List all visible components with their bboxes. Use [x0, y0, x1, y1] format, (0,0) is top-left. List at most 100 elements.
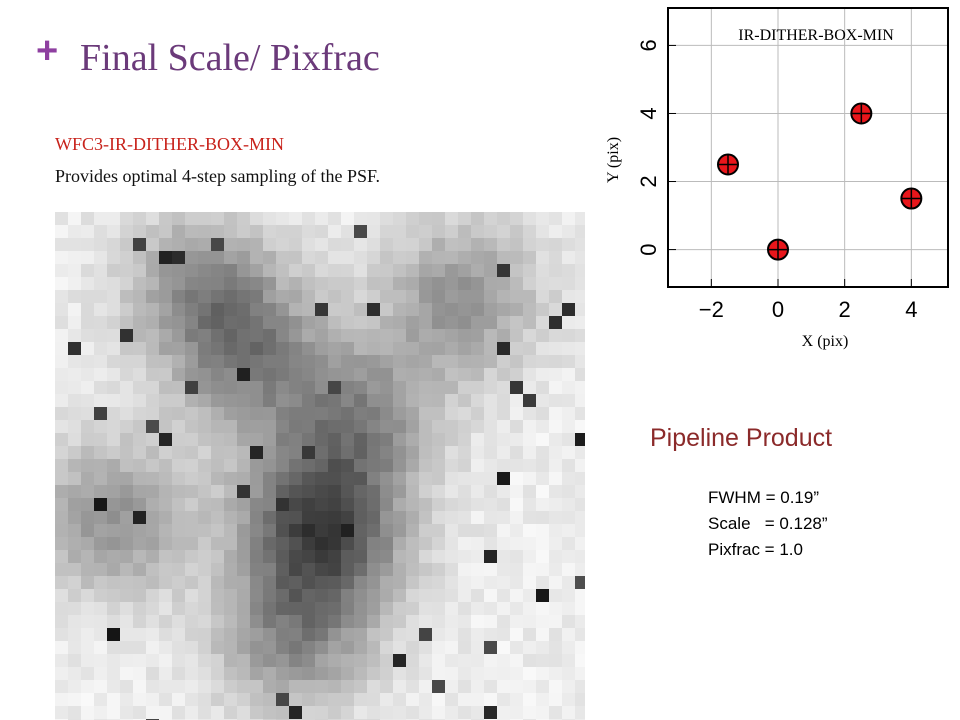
image-pixel [68, 459, 81, 472]
image-pixel [94, 576, 107, 589]
image-pixel [354, 602, 367, 615]
image-pixel [185, 433, 198, 446]
image-pixel [328, 485, 341, 498]
image-pixel [393, 303, 406, 316]
image-pixel [172, 615, 185, 628]
image-pixel [497, 628, 510, 641]
image-pixel [393, 563, 406, 576]
image-pixel [549, 420, 562, 433]
image-pixel [536, 368, 549, 381]
image-pixel [380, 355, 393, 368]
image-pixel [497, 563, 510, 576]
image-pixel [185, 225, 198, 238]
image-pixel [289, 303, 302, 316]
image-pixel [55, 602, 68, 615]
image-pixel [94, 303, 107, 316]
image-pixel [237, 238, 250, 251]
image-pixel [471, 511, 484, 524]
image-pixel [302, 212, 315, 225]
image-pixel [289, 576, 302, 589]
image-pixel [68, 576, 81, 589]
image-pixel [289, 420, 302, 433]
image-pixel [523, 498, 536, 511]
image-pixel [94, 355, 107, 368]
image-pixel [458, 342, 471, 355]
image-pixel [393, 472, 406, 485]
image-pixel [276, 329, 289, 342]
image-pixel [328, 446, 341, 459]
image-pixel [393, 485, 406, 498]
image-pixel [380, 602, 393, 615]
image-pixel [458, 420, 471, 433]
image-pixel [289, 433, 302, 446]
image-pixel [159, 654, 172, 667]
image-pixel [289, 329, 302, 342]
image-pixel [198, 264, 211, 277]
image-pixel [562, 342, 575, 355]
image-pixel [458, 290, 471, 303]
image-pixel [55, 420, 68, 433]
image-pixel [549, 641, 562, 654]
image-pixel [575, 290, 585, 303]
image-pixel [198, 212, 211, 225]
image-pixel [354, 563, 367, 576]
image-pixel [276, 550, 289, 563]
image-pixel [367, 654, 380, 667]
image-pixel [419, 641, 432, 654]
image-pixel [328, 524, 341, 537]
image-pixel [237, 667, 250, 680]
image-pixel [250, 537, 263, 550]
image-pixel [549, 303, 562, 316]
image-pixel [562, 563, 575, 576]
image-pixel [445, 264, 458, 277]
image-pixel [224, 329, 237, 342]
image-pixel [237, 368, 250, 381]
image-pixel [55, 290, 68, 303]
image-pixel [380, 381, 393, 394]
image-pixel [198, 576, 211, 589]
image-pixel [536, 537, 549, 550]
image-pixel [146, 303, 159, 316]
image-pixel [263, 381, 276, 394]
image-pixel [471, 680, 484, 693]
image-pixel [81, 394, 94, 407]
image-pixel [250, 407, 263, 420]
image-pixel [536, 589, 549, 602]
image-pixel [185, 615, 198, 628]
image-pixel [406, 550, 419, 563]
image-pixel [315, 693, 328, 706]
image-pixel [393, 667, 406, 680]
image-pixel [198, 472, 211, 485]
image-pixel [432, 446, 445, 459]
image-pixel [315, 576, 328, 589]
image-pixel [536, 394, 549, 407]
image-pixel [172, 459, 185, 472]
image-pixel [419, 706, 432, 719]
image-pixel [146, 511, 159, 524]
image-pixel [458, 433, 471, 446]
image-pixel [159, 394, 172, 407]
image-pixel [107, 615, 120, 628]
image-pixel [68, 225, 81, 238]
pipeline-line: Scale = 0.128” [708, 514, 828, 533]
image-pixel [302, 381, 315, 394]
image-pixel [367, 290, 380, 303]
image-pixel [406, 303, 419, 316]
image-pixel [497, 368, 510, 381]
image-pixel [419, 576, 432, 589]
image-pixel [198, 316, 211, 329]
image-pixel [575, 355, 585, 368]
image-pixel [185, 316, 198, 329]
image-pixel [549, 602, 562, 615]
image-pixel [406, 433, 419, 446]
image-pixel [523, 407, 536, 420]
image-pixel [445, 680, 458, 693]
image-pixel [458, 212, 471, 225]
image-pixel [575, 693, 585, 706]
image-pixel [497, 420, 510, 433]
image-pixel [185, 524, 198, 537]
image-pixel [380, 290, 393, 303]
image-pixel [471, 277, 484, 290]
image-pixel [562, 446, 575, 459]
